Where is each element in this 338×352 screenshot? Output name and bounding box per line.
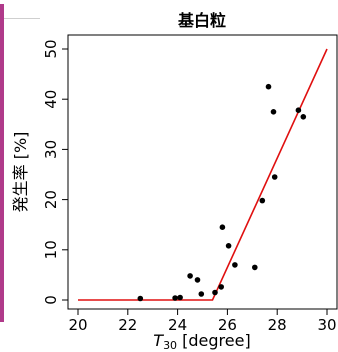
data-point bbox=[194, 277, 201, 283]
y-tick-label: 40 bbox=[42, 90, 60, 109]
x-axis-label-symbol: T bbox=[153, 331, 164, 350]
data-point bbox=[198, 291, 205, 297]
data-point bbox=[271, 174, 278, 180]
chart-title: 基白粒 bbox=[177, 11, 226, 30]
y-axis-label: 発生率 [%] bbox=[11, 132, 30, 213]
y-tick-label: 30 bbox=[42, 140, 60, 159]
left-accent-rule bbox=[0, 4, 4, 322]
data-point bbox=[252, 264, 258, 271]
x-tick-label: 26 bbox=[218, 316, 237, 334]
data-point bbox=[187, 273, 193, 279]
data-point bbox=[270, 109, 277, 115]
data-point bbox=[137, 295, 144, 302]
data-point bbox=[295, 107, 302, 113]
fit-line bbox=[78, 48, 328, 301]
data-point bbox=[232, 262, 238, 268]
data-point bbox=[225, 243, 232, 249]
x-axis-label-subscript: 30 bbox=[163, 339, 177, 352]
x-axis-label-unit: [degree] bbox=[177, 331, 251, 350]
y-tick-label: 50 bbox=[42, 39, 60, 58]
x-tick-label: 28 bbox=[268, 316, 287, 334]
data-point bbox=[300, 114, 307, 120]
x-tick-label: 20 bbox=[68, 316, 87, 334]
data-point bbox=[265, 83, 272, 90]
y-tick-label: 0 bbox=[42, 295, 60, 305]
data-point bbox=[218, 284, 224, 290]
x-tick-label: 24 bbox=[168, 316, 187, 334]
x-axis-label: T30 [degree] bbox=[153, 331, 250, 352]
y-tick-label: 10 bbox=[42, 240, 60, 259]
data-point bbox=[172, 295, 178, 301]
data-point bbox=[212, 289, 218, 296]
x-tick-label: 30 bbox=[317, 316, 336, 334]
top-divider bbox=[4, 18, 40, 19]
plot-frame bbox=[67, 34, 338, 310]
x-tick-label: 22 bbox=[118, 316, 137, 334]
data-point bbox=[259, 197, 266, 204]
y-tick-label: 20 bbox=[42, 190, 60, 209]
data-point bbox=[177, 294, 183, 301]
data-point bbox=[219, 224, 226, 230]
